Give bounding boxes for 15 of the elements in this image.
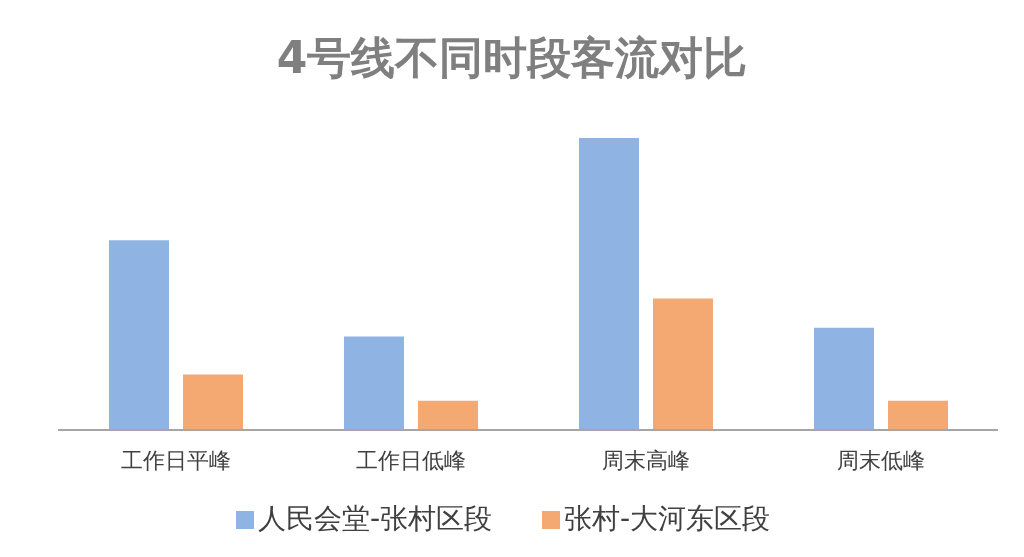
chart-title: 4号线不同时段客流对比 bbox=[275, 31, 749, 85]
bar bbox=[579, 138, 639, 430]
bar bbox=[653, 298, 713, 430]
bar bbox=[418, 400, 478, 430]
legend-label: 张村-大河东区段 bbox=[564, 502, 771, 535]
bar bbox=[109, 240, 169, 430]
x-tick-label: 工作日低峰 bbox=[355, 447, 466, 473]
legend-label: 人民会堂-张村区段 bbox=[257, 502, 492, 535]
x-tick-label: 周末高峰 bbox=[601, 447, 690, 473]
bar bbox=[344, 336, 404, 430]
bar bbox=[183, 374, 243, 430]
x-tick-label: 周末低峰 bbox=[836, 447, 925, 473]
bar bbox=[814, 327, 874, 430]
bar bbox=[888, 400, 948, 430]
x-tick-label: 工作日平峰 bbox=[120, 447, 231, 473]
